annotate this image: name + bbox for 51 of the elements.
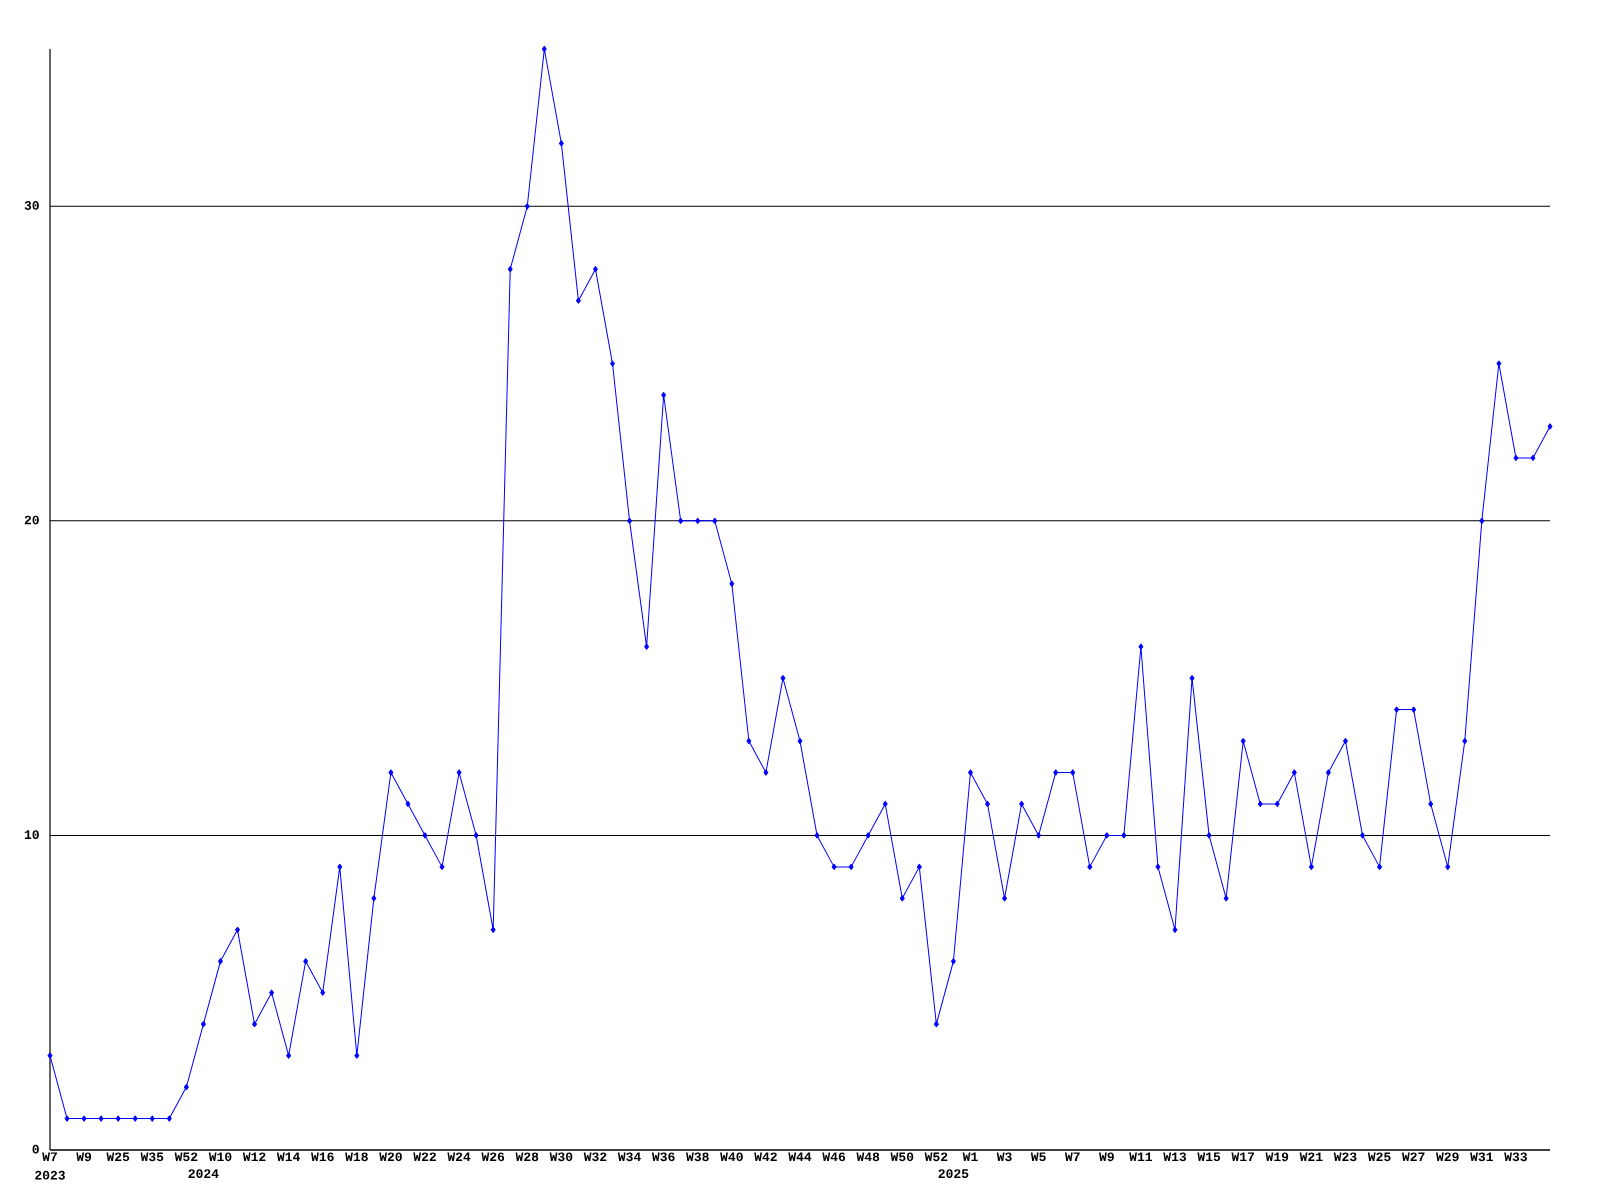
x-tick-label: W5 xyxy=(1030,1152,1046,1162)
x-tick-label: W35 xyxy=(140,1152,164,1162)
x-tick-label: W17 xyxy=(1231,1152,1255,1161)
x-tick-label: W1 xyxy=(962,1152,978,1161)
x-tick-label: W38 xyxy=(686,1152,709,1162)
x-tick-label: W10 xyxy=(208,1152,232,1162)
x-tick-label: W7 xyxy=(42,1152,57,1161)
x-tick-label: W23 xyxy=(1333,1152,1357,1162)
x-tick-label: W28 xyxy=(515,1152,539,1162)
x-tick-label: W12 xyxy=(242,1152,266,1162)
y-tick-label: 30 xyxy=(24,201,39,210)
x-tick-label: W9 xyxy=(76,1152,92,1162)
x-tick-label: 2025 xyxy=(938,1169,969,1179)
x-tick-label: W3 xyxy=(996,1152,1012,1162)
x-tick-label: W46 xyxy=(822,1152,846,1162)
x-tick-label: W48 xyxy=(856,1152,880,1162)
x-tick-label: W19 xyxy=(1265,1152,1289,1162)
x-tick-label: W26 xyxy=(481,1152,505,1162)
text: 2023 xyxy=(35,1170,65,1180)
x-tick-label: W42 xyxy=(754,1152,777,1162)
x-tick-label: W27 xyxy=(1401,1152,1425,1162)
x-tick-label: W11 xyxy=(1129,1152,1153,1161)
x-tick-label: W50 xyxy=(890,1152,914,1162)
y-tick-label: 20 xyxy=(24,515,39,525)
y-tick-label: 0 xyxy=(32,1144,39,1154)
x-tick-label: W9 xyxy=(1099,1152,1114,1162)
x-tick-label: W30 xyxy=(549,1152,573,1162)
x-tick-label: W34 xyxy=(617,1152,641,1162)
x-tick-label: W18 xyxy=(345,1152,368,1162)
x-tick-label: W15 xyxy=(1197,1152,1221,1162)
x-tick-label: W7 xyxy=(1064,1152,1080,1161)
x-tick-label: W44 xyxy=(788,1152,812,1161)
x-tick-label: W25 xyxy=(106,1152,130,1162)
x-tick-label: W31 xyxy=(1470,1152,1493,1162)
x-tick-label: W52 xyxy=(924,1152,948,1162)
x-tick-label: W14 xyxy=(276,1152,300,1161)
x-tick-label: W22 xyxy=(413,1152,436,1162)
x-tick-label: W36 xyxy=(651,1152,675,1162)
x-tick-label: W13 xyxy=(1163,1152,1187,1162)
x-tick-label: 2024 xyxy=(188,1169,219,1179)
x-tick-label: W33 xyxy=(1504,1152,1527,1162)
x-tick-label: W21 xyxy=(1299,1152,1323,1162)
x-tick-label: W25 xyxy=(1367,1152,1391,1162)
x-tick-label: W40 xyxy=(720,1152,743,1162)
x-tick-label: W16 xyxy=(311,1152,334,1162)
x-tick-label: W32 xyxy=(583,1152,607,1162)
y-tick-label: 10 xyxy=(24,830,39,840)
x-tick-label: W52 xyxy=(174,1152,198,1162)
x-tick-label: W29 xyxy=(1436,1152,1459,1162)
x-tick-label: W20 xyxy=(379,1152,402,1162)
x-tick-label: W24 xyxy=(447,1152,471,1162)
